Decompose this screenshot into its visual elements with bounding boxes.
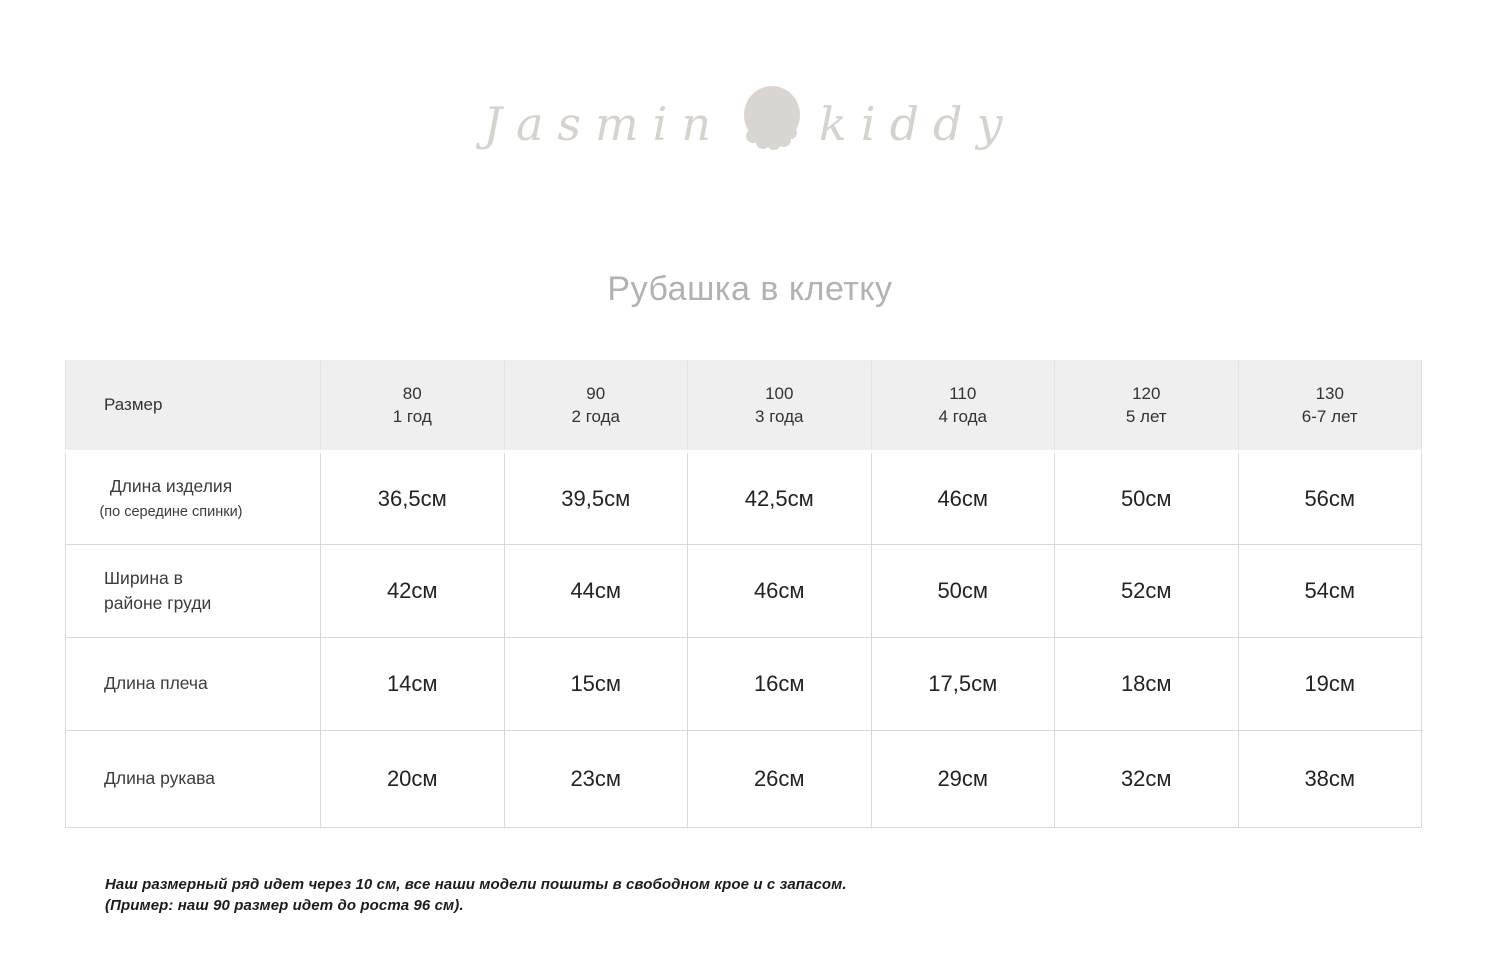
- corner-header: Размер: [65, 360, 321, 453]
- header-row: Размер 80 1 год 90 2 года 100 3 года 110 4 года…: [65, 360, 1422, 453]
- size-number: 120: [1132, 383, 1161, 403]
- age-label: 6-7 лет: [1301, 406, 1358, 426]
- brand-name-left: Jasmin: [483, 97, 725, 151]
- measurement-cell: 46см: [687, 544, 872, 638]
- column-header-100: 100 3 года: [687, 360, 872, 453]
- table-row: Ширина в районе груди 42см 44см 46см 50см 52см…: [65, 544, 1422, 638]
- footnote: Наш размерный ряд идет через 10 см, все …: [105, 875, 847, 916]
- column-header-130: 130 6-7 лет: [1237, 360, 1422, 453]
- brand-logo: Jasmin kiddy: [0, 76, 1500, 172]
- measurement-cell: 54см: [1237, 544, 1422, 638]
- measurement-cell: 26см: [687, 730, 872, 828]
- row-sublabel: (по середине спинки): [99, 503, 243, 520]
- measurement-cell: 16см: [687, 637, 872, 731]
- size-number: 110: [949, 383, 977, 403]
- measurement-cell: 44см: [503, 544, 688, 638]
- table-row: Длина рукава 20см 23см 26см 29см 32см 38см: [65, 730, 1422, 828]
- measurement-cell: 29см: [870, 730, 1055, 828]
- measurement-cell: 56см: [1237, 451, 1422, 545]
- measurement-cell: 15см: [503, 637, 688, 731]
- measurement-cell: 50см: [1054, 451, 1239, 545]
- size-number: 100: [765, 383, 794, 403]
- age-label: 5 лет: [1125, 406, 1167, 426]
- column-header-120: 120 5 лет: [1054, 360, 1239, 453]
- row-label: Ширина в районе груди: [65, 544, 321, 638]
- measurement-cell: 17,5см: [870, 637, 1055, 731]
- measurement-cell: 23см: [503, 730, 688, 828]
- column-header-110: 110 4 года: [870, 360, 1055, 453]
- row-label: Длина рукава: [65, 730, 321, 828]
- measurement-cell: 20см: [320, 730, 505, 828]
- measurement-cell: 42см: [320, 544, 505, 638]
- measurement-cell: 38см: [1237, 730, 1422, 828]
- size-number: 80: [402, 383, 422, 403]
- table-body: Длина изделия (по середине спинки) 36,5см 3…: [65, 451, 1422, 828]
- age-label: 2 года: [571, 406, 620, 426]
- measurement-cell: 42,5см: [687, 451, 872, 545]
- brand-name-right: kiddy: [818, 97, 1017, 151]
- shell-icon: [741, 85, 803, 158]
- table-row: Длина изделия (по середине спинки) 36,5см 3…: [65, 451, 1422, 545]
- measurement-cell: 52см: [1054, 544, 1239, 638]
- column-header-80: 80 1 год: [320, 360, 505, 453]
- age-label: 3 года: [755, 406, 804, 426]
- measurement-cell: 36,5см: [320, 451, 505, 545]
- footnote-line-1: Наш размерный ряд идет через 10 см, все …: [105, 876, 847, 893]
- size-number: 90: [586, 383, 606, 403]
- size-table: Размер 80 1 год 90 2 года 100 3 года 110 4 года…: [65, 360, 1422, 828]
- measurement-cell: 46см: [870, 451, 1055, 545]
- measurement-cell: 18см: [1054, 637, 1239, 731]
- row-label: Длина изделия (по середине спинки): [65, 451, 321, 545]
- table-row: Длина плеча 14см 15см 16см 17,5см 18см 19см: [65, 637, 1422, 731]
- column-header-90: 90 2 года: [503, 360, 688, 453]
- row-label: Длина плеча: [65, 637, 321, 731]
- measurement-cell: 39,5см: [503, 451, 688, 545]
- age-label: 4 года: [938, 406, 987, 426]
- measurement-cell: 50см: [870, 544, 1055, 638]
- footnote-line-2: (Пример: наш 90 размер идет до роста 96 …: [105, 896, 464, 914]
- measurement-cell: 14см: [320, 637, 505, 731]
- size-number: 130: [1315, 383, 1344, 403]
- page-title: Рубашка в клетку: [607, 270, 893, 308]
- measurement-cell: 19см: [1237, 637, 1422, 731]
- age-label: 1 год: [392, 406, 432, 426]
- measurement-cell: 32см: [1054, 730, 1239, 828]
